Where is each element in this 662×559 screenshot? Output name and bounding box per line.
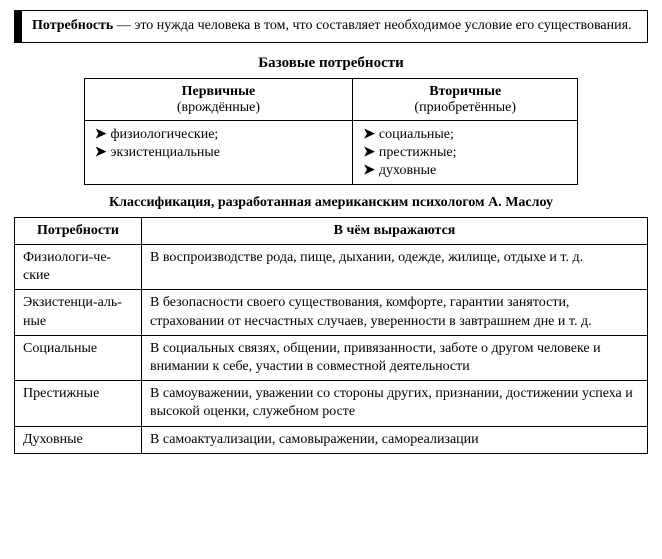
table-row: Духовные В самоактуализации, самовыражен…: [15, 426, 648, 453]
table-row: Социальные В социальных связях, общении,…: [15, 335, 648, 380]
definition-term: Потребность: [32, 18, 113, 33]
basic-needs-table: Первичные (врождённые) Вторичные (приобр…: [84, 78, 579, 185]
item-text: физиологические;: [110, 127, 218, 142]
maslow-header-desc: В чём выражаются: [142, 217, 648, 244]
need-name: Экзистенци-аль-ные: [15, 290, 142, 335]
basic-primary-items: ➤физиологические; ➤экзистенциальные: [84, 120, 352, 184]
maslow-header-needs: Потребности: [15, 217, 142, 244]
need-desc: В безопасности своего существования, ком…: [142, 290, 648, 335]
need-desc: В самоактуализации, самовыражении, самор…: [142, 426, 648, 453]
table-row: Физиологи-че-ские В воспроизводстве рода…: [15, 245, 648, 290]
basic-col-primary-header: Первичные (врождённые): [84, 78, 352, 120]
table-row: Престижные В самоуважении, уважении со с…: [15, 381, 648, 426]
arrow-icon: ➤: [363, 145, 375, 160]
arrow-icon: ➤: [363, 163, 375, 178]
list-item: ➤ духовные: [363, 162, 567, 179]
maslow-table: Потребности В чём выражаются Физиологи-ч…: [14, 217, 648, 454]
need-name: Социальные: [15, 335, 142, 380]
list-item: ➤ социальные;: [363, 126, 567, 143]
arrow-icon: ➤: [95, 145, 107, 160]
need-name: Духовные: [15, 426, 142, 453]
item-text: экзистенциальные: [110, 145, 220, 160]
definition-text: это нужда человека в том, что составляет…: [134, 18, 631, 33]
need-desc: В самоуважении, уважении со стороны друг…: [142, 381, 648, 426]
basic-col-secondary-sub: (приобретённые): [363, 100, 567, 116]
item-text: престижные;: [379, 145, 457, 160]
need-name: Физиологи-че-ские: [15, 245, 142, 290]
list-item: ➤экзистенциальные: [95, 144, 342, 161]
need-desc: В воспроизводстве рода, пище, дыхании, о…: [142, 245, 648, 290]
item-text: социальные;: [379, 127, 454, 142]
need-desc: В социальных связях, общении, привязанно…: [142, 335, 648, 380]
basic-secondary-items: ➤ социальные; ➤ престижные; ➤ духовные: [353, 120, 578, 184]
table-row: Экзистенци-аль-ные В безопасности своего…: [15, 290, 648, 335]
classification-title: Классификация, разработанная американски…: [14, 195, 648, 211]
basic-col-primary-title: Первичные: [182, 84, 256, 99]
definition-dash: —: [117, 18, 131, 33]
list-item: ➤физиологические;: [95, 126, 342, 143]
basic-col-primary-sub: (врождённые): [95, 100, 342, 116]
list-item: ➤ престижные;: [363, 144, 567, 161]
definition-box: Потребность — это нужда человека в том, …: [14, 10, 648, 43]
item-text: духовные: [379, 163, 436, 178]
basic-col-secondary-header: Вторичные (приобретённые): [353, 78, 578, 120]
arrow-icon: ➤: [363, 127, 375, 142]
arrow-icon: ➤: [95, 127, 107, 142]
basic-heading: Базовые потребности: [14, 55, 648, 72]
basic-col-secondary-title: Вторичные: [429, 84, 501, 99]
need-name: Престижные: [15, 381, 142, 426]
